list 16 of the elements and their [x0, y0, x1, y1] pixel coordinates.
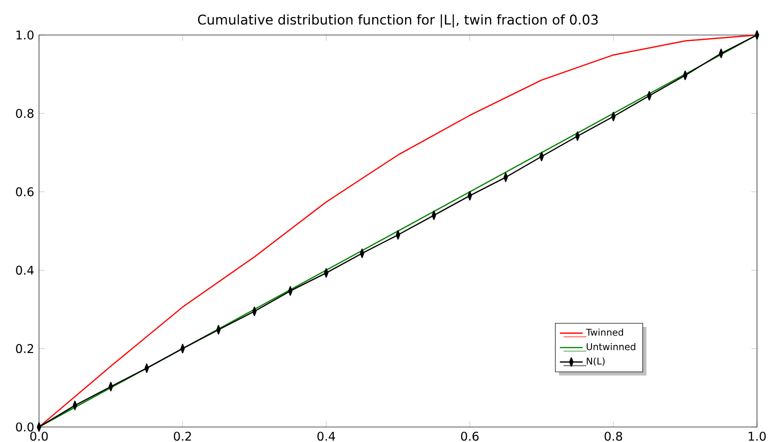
- x-tick-label: 0.8: [604, 432, 622, 441]
- y-tick-label: 0.8: [16, 108, 34, 118]
- chart-title: Cumulative distribution function for |L|, twin fraction of 0.03: [198, 14, 598, 28]
- legend-label: Untwinned: [586, 343, 636, 350]
- y-tick-label: 0.6: [16, 187, 34, 196]
- x-tick-label: 0.6: [461, 432, 479, 441]
- y-tick-label: 0.2: [16, 344, 34, 354]
- x-tick-label: 0.4: [317, 432, 336, 441]
- y-tick-label: 0.4: [16, 266, 34, 275]
- legend-label: Twinned: [586, 328, 624, 336]
- x-tick-label: 1.0: [748, 432, 766, 441]
- legend-label: N(L): [586, 357, 605, 366]
- y-tick-label: 0.0: [16, 422, 34, 432]
- x-tick-label: 0.2: [174, 432, 191, 441]
- y-tick-label: 1.0: [16, 30, 34, 40]
- x-tick-label: 0.0: [30, 432, 48, 441]
